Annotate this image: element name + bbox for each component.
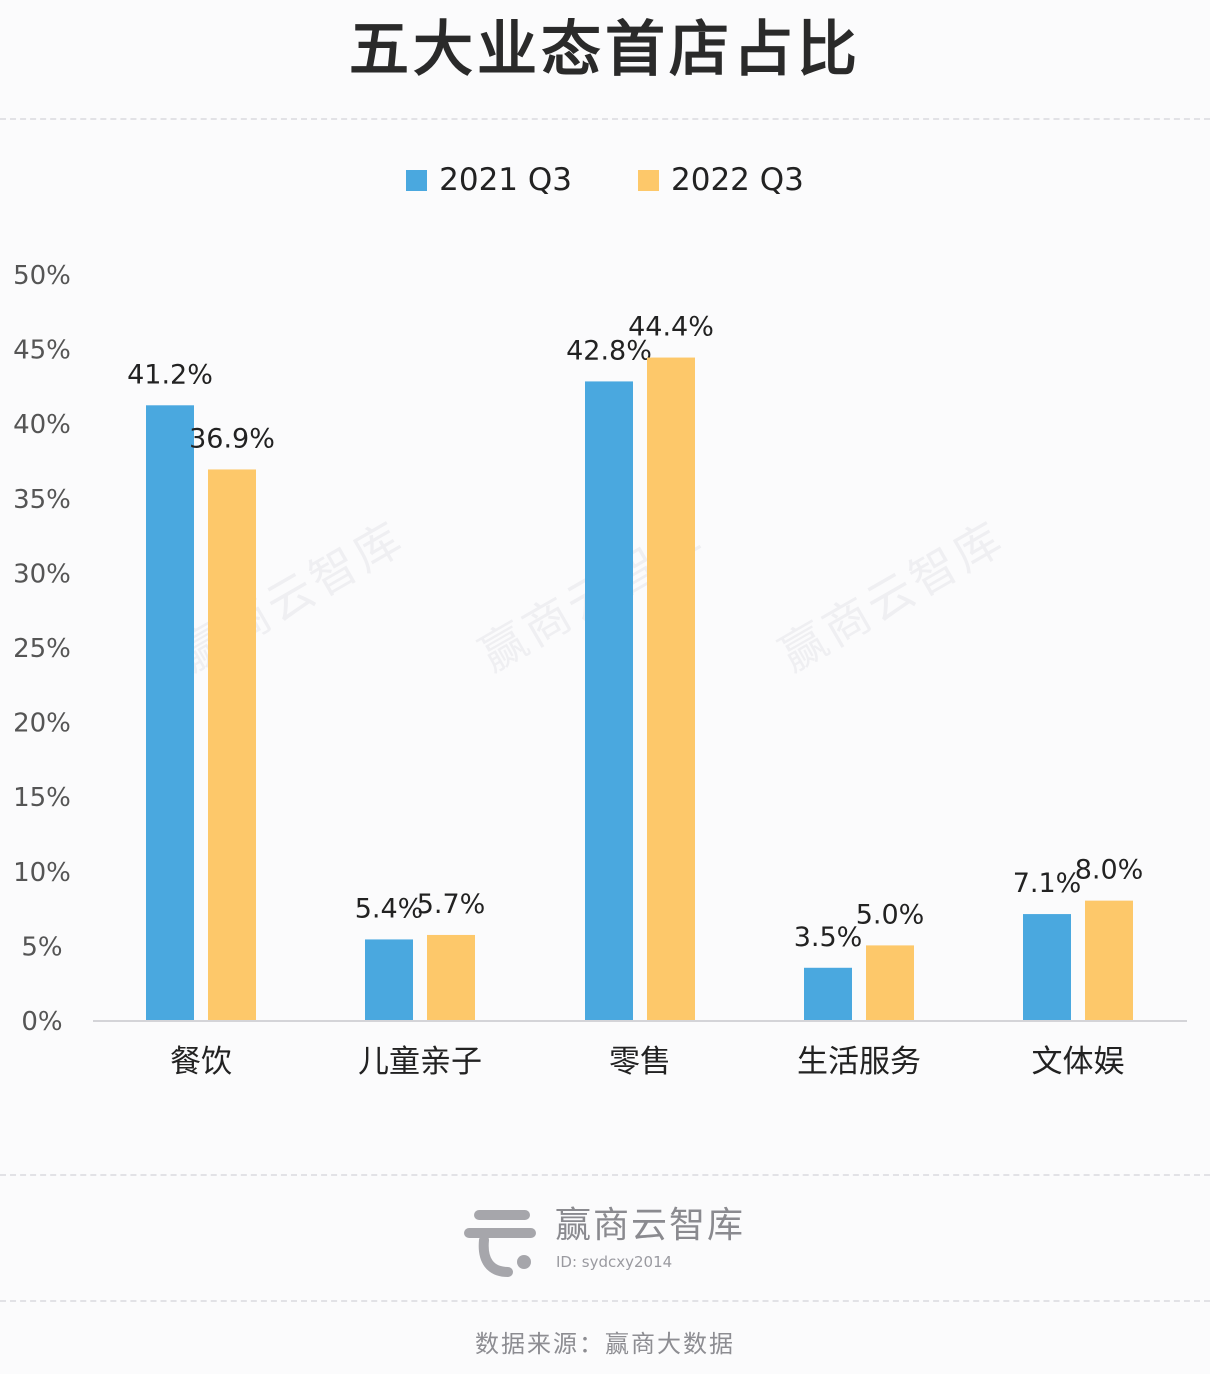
x-category-label: 生活服务 — [797, 1044, 921, 1080]
watermark-text: 赢商云智库 — [170, 510, 414, 682]
data-label: 8.0% — [1075, 855, 1144, 886]
legend-item-2021: 2021 Q3 — [406, 158, 572, 202]
bar-2021 — [585, 381, 633, 1020]
y-tick-label: 15% — [13, 783, 71, 813]
y-tick-label: 45% — [13, 336, 71, 366]
watermark-text: 赢商云智库 — [770, 510, 1014, 682]
bar-2022 — [866, 945, 914, 1020]
y-tick-label: 25% — [13, 634, 71, 664]
y-tick-label: 40% — [13, 410, 71, 440]
data-label: 42.8% — [566, 335, 652, 366]
divider — [0, 1300, 1210, 1302]
data-label: 5.4% — [355, 893, 424, 924]
legend: 2021 Q3 2022 Q3 — [0, 158, 1210, 202]
legend-label-2021: 2021 Q3 — [439, 162, 572, 198]
bar-2022 — [427, 934, 475, 1020]
x-category-label: 零售 — [609, 1044, 671, 1080]
data-label: 5.0% — [856, 899, 925, 930]
y-tick-label: 0% — [21, 1007, 62, 1037]
bar-2022 — [647, 357, 695, 1020]
bar-2021 — [804, 967, 852, 1020]
legend-label-2022: 2022 Q3 — [671, 162, 804, 198]
y-tick-label: 50% — [13, 261, 71, 291]
bar-2021 — [1023, 914, 1071, 1020]
x-category-label: 儿童亲子 — [358, 1044, 482, 1080]
x-category-label: 文体娱 — [1032, 1044, 1125, 1080]
legend-swatch-2021 — [406, 169, 428, 191]
data-label: 44.4% — [628, 312, 714, 343]
brand-logo-icon — [464, 1210, 536, 1277]
y-tick-label: 35% — [13, 485, 71, 515]
divider — [0, 1174, 1210, 1176]
bar-2021 — [365, 939, 413, 1020]
legend-swatch-2022 — [638, 169, 659, 191]
bar-chart: 赢商云智库赢商云智库赢商云智库0%5%10%15%20%25%30%35%40%… — [13, 261, 1187, 1080]
chart-title: 五大业态首店占比 — [349, 15, 861, 85]
x-category-label: 餐饮 — [170, 1044, 232, 1080]
data-label: 5.7% — [417, 889, 486, 920]
bar-2021 — [146, 405, 194, 1020]
brand-id: ID: sydcxy2014 — [556, 1253, 673, 1271]
data-label: 7.1% — [1013, 868, 1082, 899]
data-source: 数据来源：赢商大数据 — [475, 1330, 735, 1358]
data-label: 41.2% — [127, 359, 213, 390]
y-tick-label: 10% — [13, 858, 71, 888]
data-label: 3.5% — [794, 922, 863, 953]
divider — [0, 118, 1210, 120]
y-tick-label: 5% — [21, 932, 62, 962]
bar-2022 — [208, 469, 256, 1020]
data-label: 36.9% — [189, 423, 275, 454]
y-tick-label: 30% — [13, 559, 71, 589]
legend-item-2022: 2022 Q3 — [638, 158, 804, 202]
bar-2022 — [1085, 900, 1133, 1020]
y-tick-label: 20% — [13, 709, 71, 739]
brand-name: 赢商云智库 — [555, 1205, 746, 1246]
